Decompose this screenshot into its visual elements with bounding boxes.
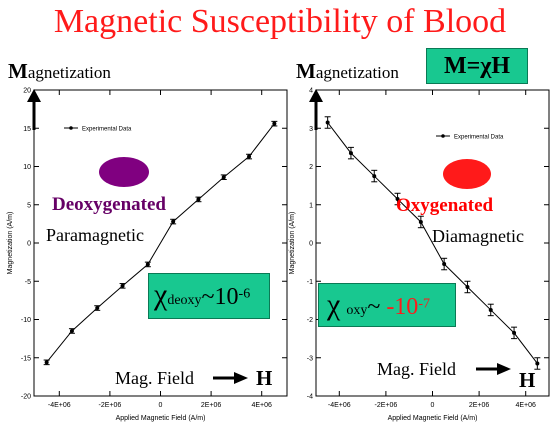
y-tick-label: -15 (21, 355, 31, 362)
data-point (221, 175, 226, 180)
field-arrow-left (213, 372, 248, 384)
y-tick-label: 5 (27, 202, 31, 209)
chi-symbol: χ (327, 288, 341, 321)
right-magnetization-initial: M (296, 59, 316, 83)
data-point (512, 330, 517, 335)
fit-line (46, 123, 275, 363)
data-point (145, 262, 150, 267)
oxygenated-label: Oxygenated (396, 195, 494, 216)
data-point (171, 219, 176, 224)
mag-field-label-right: Mag. Field (377, 359, 456, 379)
chi-subscript: oxy (346, 303, 368, 318)
magnetization-arrow-right (309, 89, 323, 130)
y-axis-label: Magnetization (A/m) (7, 212, 14, 275)
formula-box: M=χH (426, 48, 528, 84)
y-tick-label: -5 (25, 279, 31, 286)
deoxy-chart: -20 -15 -10 -5 0 5 10 15 20 -4E+06 -2E+06 0 2E+06 4E+… (7, 88, 288, 422)
right-magnetization-rest: agnetization (315, 63, 399, 82)
power-base: 10 (214, 284, 239, 310)
legend-marker (69, 126, 73, 130)
x-tick-label: 0 (431, 402, 435, 409)
y-tick-label: -20 (21, 394, 31, 401)
left-magnetization-initial: M (8, 59, 28, 83)
y-tick-label: 1 (309, 202, 313, 209)
y-tick-label: -2 (307, 317, 313, 324)
data-point (348, 151, 353, 156)
paramagnetic-label: Paramagnetic (46, 225, 144, 245)
field-arrow-right (476, 363, 511, 375)
h-label-left: H (256, 366, 273, 390)
mag-field-label-left: Mag. Field (115, 368, 194, 388)
data-point (535, 361, 540, 366)
left-magnetization-rest: agnetization (27, 63, 111, 82)
x-tick-label: 2E+06 (469, 402, 490, 409)
data-point (442, 262, 447, 267)
x-tick-label: -4E+06 (328, 402, 351, 409)
data-point (395, 197, 400, 202)
legend-marker (441, 134, 445, 138)
power-exponent: -7 (418, 296, 430, 312)
fit-line (327, 122, 538, 364)
approx-sign: ~ (367, 294, 387, 320)
approx-sign: ~ (201, 284, 215, 310)
x-axis-label: Applied Magnetic Field (A/m) (116, 415, 206, 422)
x-tick-label: -4E+06 (48, 402, 71, 409)
data-point (69, 328, 74, 333)
y-tick-label: 0 (309, 241, 313, 248)
y-tick-label: 4 (309, 88, 313, 95)
data-point (325, 120, 330, 125)
data-point (44, 360, 49, 365)
data-point (272, 121, 277, 126)
legend-label: Experimental Data (82, 127, 132, 133)
y-tick-label: 20 (23, 88, 31, 95)
right-magnetization-label: Magnetization (296, 60, 399, 84)
y-tick-label: -3 (307, 355, 313, 362)
x-tick-label: 0 (159, 402, 163, 409)
data-point (247, 154, 252, 159)
legend-label: Experimental Data (454, 135, 504, 141)
oxy-ellipse (443, 159, 491, 189)
y-tick-label: -1 (307, 279, 313, 286)
x-tick-label: -2E+06 (375, 402, 398, 409)
data-point (418, 219, 423, 224)
y-tick-label: 10 (23, 164, 31, 171)
x-tick-label: 2E+06 (201, 402, 222, 409)
data-point (372, 174, 377, 179)
chi-subscript: deoxy (167, 293, 202, 308)
slide-title: Magnetic Susceptibility of Blood (53, 3, 507, 40)
data-point (465, 284, 470, 289)
x-tick-label: -2E+06 (99, 402, 122, 409)
data-point (196, 197, 201, 202)
left-magnetization-label: Magnetization (8, 60, 111, 84)
power-base: -10 (386, 294, 419, 320)
diamagnetic-label: Diamagnetic (432, 226, 524, 246)
y-axis-label: Magnetization (A/m) (289, 212, 296, 275)
chi-symbol: χ (154, 278, 168, 311)
y-tick-label: 2 (309, 164, 313, 171)
data-point (120, 283, 125, 288)
y-tick-label: 15 (23, 126, 31, 133)
deoxy-ellipse (99, 157, 149, 187)
y-tick-label: 0 (27, 241, 31, 248)
x-axis-label: Applied Magnetic Field (A/m) (388, 415, 478, 422)
chi-oxy-box: χ oxy~ -10-7 (318, 283, 456, 327)
y-tick-label: 3 (309, 126, 313, 133)
x-tick-label: 4E+06 (515, 402, 536, 409)
y-tick-label: -10 (21, 317, 31, 324)
data-point (95, 306, 100, 311)
deoxygenated-label: Deoxygenated (52, 194, 166, 215)
power-exponent: -6 (238, 286, 251, 302)
data-point (488, 307, 493, 312)
magnetization-arrow-left (27, 89, 41, 130)
h-label-right: H (519, 368, 536, 392)
x-tick-label: 4E+06 (251, 402, 272, 409)
y-tick-label: -4 (307, 394, 313, 401)
chi-deoxy-box: χdeoxy~10-6 (148, 273, 270, 319)
